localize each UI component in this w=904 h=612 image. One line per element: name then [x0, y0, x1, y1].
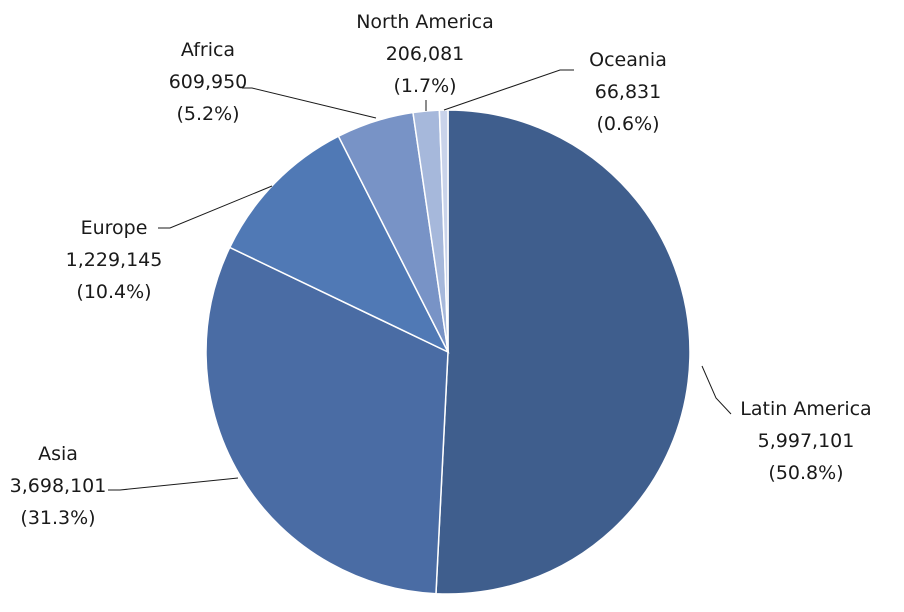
leader-lines [108, 69, 732, 491]
slice-labels: Latin America 5,997,101 (50.8%) Asia 3,698,1… [10, 11, 872, 529]
slice-name: North America [356, 11, 494, 33]
slice-name: Latin America [740, 398, 871, 420]
slice-label: Europe 1,229,145 (10.4%) [66, 217, 163, 303]
slice-percent: (31.3%) [20, 507, 95, 529]
slice-label: Latin America 5,997,101 (50.8%) [740, 398, 871, 484]
slice-percent: (0.6%) [596, 113, 659, 135]
leader-line [443, 69, 574, 111]
slice-percent: (5.2%) [176, 103, 239, 125]
slice-name: Africa [181, 39, 235, 61]
slice-name: Asia [38, 443, 78, 465]
slice-percent: (1.7%) [393, 75, 456, 97]
slice-value: 1,229,145 [66, 249, 163, 271]
pie-slice-asia [205, 246, 449, 595]
leader-line [701, 365, 732, 415]
slice-value: 609,950 [169, 71, 248, 93]
slice-name: Oceania [589, 49, 667, 71]
slice-label: Asia 3,698,101 (31.3%) [10, 443, 107, 529]
pie-slice-europe [228, 135, 450, 354]
slice-percent: (50.8%) [768, 462, 843, 484]
slice-percent: (10.4%) [76, 281, 151, 303]
slice-name: Europe [81, 217, 148, 239]
leader-line [242, 87, 377, 119]
slice-value: 5,997,101 [758, 430, 855, 452]
slice-label: Africa 609,950 (5.2%) [169, 39, 248, 125]
slice-label: North America 206,081 (1.7%) [356, 11, 494, 97]
slice-value: 206,081 [386, 43, 465, 65]
pie-slice-latin-america [435, 109, 691, 595]
leader-line [158, 185, 273, 229]
slice-value: 66,831 [595, 81, 661, 103]
pie-slices [205, 109, 691, 595]
pie-slice-oceania [438, 109, 449, 353]
slice-label: Oceania 66,831 (0.6%) [589, 49, 667, 135]
leader-line [108, 477, 239, 491]
slice-value: 3,698,101 [10, 475, 107, 497]
